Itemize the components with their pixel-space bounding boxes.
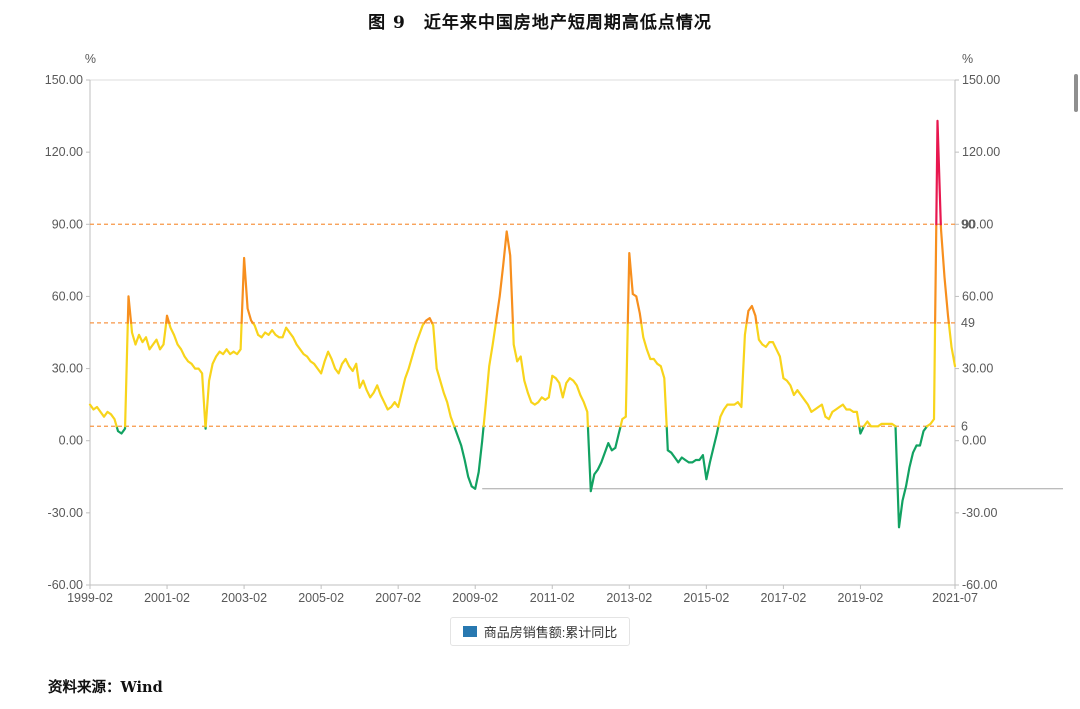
y-axis-label-right: 30.00 <box>962 362 993 376</box>
reference-line-label: 49 <box>961 316 975 330</box>
x-axis-label: 2015-02 <box>683 591 729 605</box>
reference-line-label: 90 <box>961 217 975 231</box>
y-axis-label-left: 0.00 <box>59 434 83 448</box>
x-axis-label: 2003-02 <box>221 591 267 605</box>
x-axis-label: 2007-02 <box>375 591 421 605</box>
y-axis-label-left: 150.00 <box>45 73 83 87</box>
legend-swatch <box>462 626 477 637</box>
y-axis-label-right: -30.00 <box>962 506 997 520</box>
chart-legend: 商品房销售额:累计同比 <box>0 617 1080 646</box>
x-axis-label: 2019-02 <box>838 591 884 605</box>
x-axis-label: 2017-02 <box>760 591 806 605</box>
series-segment-band-1 <box>88 321 957 428</box>
x-axis-label: 2001-02 <box>144 591 190 605</box>
source-note: 资料来源：Wind <box>48 679 163 696</box>
y-axis-label-left: -60.00 <box>48 578 83 592</box>
legend-label: 商品房销售额:累计同比 <box>483 625 618 640</box>
x-axis-label: 2013-02 <box>606 591 652 605</box>
x-axis-label: 1999-02 <box>67 591 113 605</box>
series-segment-band-2 <box>126 223 950 324</box>
x-axis-label: 2011-02 <box>530 591 575 605</box>
x-axis-label: 2005-02 <box>298 591 344 605</box>
y-axis-label-right: 60.00 <box>962 289 993 303</box>
y-axis-label-right: -60.00 <box>962 578 997 592</box>
y-axis-label-left: -30.00 <box>48 506 83 520</box>
y-axis-label-left: 90.00 <box>52 217 83 231</box>
x-axis-label: 2009-02 <box>452 591 498 605</box>
x-axis-label: 2021-07 <box>932 591 978 605</box>
y-axis-label-right: 150.00 <box>962 73 1000 87</box>
y-axis-label-left: 120.00 <box>45 145 83 159</box>
y-axis-unit-left: % <box>85 52 96 66</box>
y-axis-label-left: 60.00 <box>52 289 83 303</box>
y-axis-label-right: 0.00 <box>962 434 986 448</box>
chart-title: 图 9 近年来中国房地产短周期高低点情况 <box>368 13 712 33</box>
y-axis-unit-right: % <box>962 52 973 66</box>
scrollbar-thumb[interactable] <box>1074 74 1078 112</box>
y-axis-label-right: 120.00 <box>962 145 1000 159</box>
reference-line-label: 6 <box>961 419 968 433</box>
series-segment-band-0 <box>115 425 929 529</box>
y-axis-label-left: 30.00 <box>52 362 83 376</box>
legend-box: 商品房销售额:累计同比 <box>449 617 631 646</box>
series-segment-band-3 <box>935 119 942 226</box>
y-axis-label-right: 90.00 <box>962 217 993 231</box>
